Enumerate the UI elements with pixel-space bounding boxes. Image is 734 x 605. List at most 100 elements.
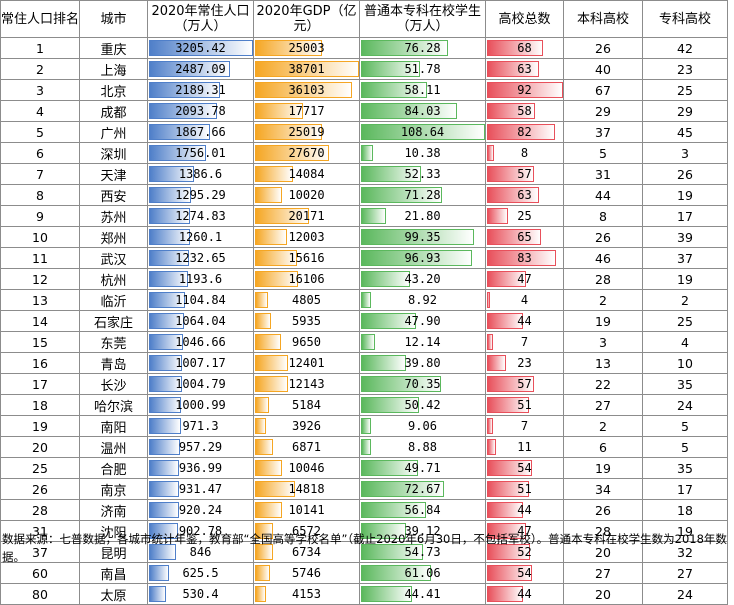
pop-data-bar <box>149 376 182 392</box>
total-value: 92 <box>517 83 532 97</box>
pop-data-bar <box>149 145 206 161</box>
students-value: 56.84 <box>404 503 441 517</box>
population-cell: 1193.6 <box>147 268 254 290</box>
gdp-value: 10020 <box>288 188 325 202</box>
gdp-value: 6572 <box>292 524 321 538</box>
pop-data-bar <box>149 334 183 350</box>
pop-data-bar <box>149 397 181 413</box>
gdp-data-bar <box>255 460 282 476</box>
students-value: 47.90 <box>404 314 441 328</box>
total-value: 63 <box>517 62 532 76</box>
rank-cell: 1 <box>0 37 80 59</box>
total-value: 44 <box>517 314 532 328</box>
gdp-data-bar <box>255 40 322 56</box>
students-value: 96.93 <box>404 251 441 265</box>
pop-data-bar <box>149 250 189 266</box>
pop-data-bar <box>149 586 166 602</box>
pop-data-bar <box>149 166 194 182</box>
city-cell: 郑州 <box>79 226 148 248</box>
rank-cell: 17 <box>0 373 80 395</box>
undergrad-cell: 28 <box>563 268 643 290</box>
gdp-cell: 5935 <box>253 310 360 332</box>
gdp-value: 9650 <box>292 335 321 349</box>
students-value: 8.88 <box>408 440 437 454</box>
population-cell: 3205.42 <box>147 37 254 59</box>
vocational-cell: 17 <box>642 205 728 227</box>
pop-data-bar <box>149 271 188 287</box>
gdp-data-bar <box>255 376 288 392</box>
students-cell: 71.28 <box>359 184 486 206</box>
students-value: 58.11 <box>404 83 441 97</box>
gdp-cell: 12003 <box>253 226 360 248</box>
total-value: 54 <box>517 461 532 475</box>
total-data-bar <box>487 124 555 140</box>
gdp-cell: 9650 <box>253 331 360 353</box>
students-value: 8.92 <box>408 293 437 307</box>
total-value: 65 <box>517 230 532 244</box>
gdp-data-bar <box>255 124 322 140</box>
undergrad-cell: 20 <box>563 541 643 563</box>
total-data-bar <box>487 166 534 182</box>
undergrad-cell: 13 <box>563 352 643 374</box>
gdp-value: 4153 <box>292 587 321 601</box>
total-data-bar <box>487 292 490 308</box>
total-colleges-cell: 25 <box>485 205 564 227</box>
undergrad-cell: 8 <box>563 205 643 227</box>
gdp-cell: 27670 <box>253 142 360 164</box>
students-data-bar <box>361 418 371 434</box>
table-row: 9 苏州 1274.83 20171 21.80 25 8 17 <box>0 205 728 227</box>
students-cell: 52.33 <box>359 163 486 185</box>
city-cell: 南阳 <box>79 415 148 437</box>
total-data-bar <box>487 208 508 224</box>
students-cell: 99.35 <box>359 226 486 248</box>
city-cell: 东莞 <box>79 331 148 353</box>
undergrad-cell: 46 <box>563 247 643 269</box>
pop-data-bar <box>149 313 184 329</box>
gdp-data-bar <box>255 82 352 98</box>
population-cell: 1004.79 <box>147 373 254 395</box>
undergrad-cell: 26 <box>563 499 643 521</box>
pop-data-bar <box>149 292 185 308</box>
table-row: 18 哈尔滨 1000.99 5184 50.42 51 27 24 <box>0 394 728 416</box>
total-data-bar <box>487 145 494 161</box>
pop-value: 2093.78 <box>175 104 226 118</box>
total-colleges-cell: 57 <box>485 373 564 395</box>
vocational-cell: 29 <box>642 100 728 122</box>
students-data-bar <box>361 40 448 56</box>
gdp-data-bar <box>255 271 298 287</box>
table-row: 3 北京 2189.31 36103 58.11 92 67 25 <box>0 79 728 101</box>
gdp-value: 3926 <box>292 419 321 433</box>
city-cell: 天津 <box>79 163 148 185</box>
total-data-bar <box>487 439 496 455</box>
pop-value: 1104.84 <box>175 293 226 307</box>
table-row: 7 天津 1386.6 14084 52.33 57 31 26 <box>0 163 728 185</box>
gdp-cell: 6734 <box>253 541 360 563</box>
gdp-data-bar <box>255 523 273 539</box>
gdp-cell: 6572 <box>253 520 360 542</box>
total-data-bar <box>487 40 543 56</box>
gdp-cell: 25003 <box>253 37 360 59</box>
pop-value: 1007.17 <box>175 356 226 370</box>
students-cell: 51.78 <box>359 58 486 80</box>
gdp-value: 10046 <box>288 461 325 475</box>
population-cell: 920.24 <box>147 499 254 521</box>
table-row: 80 太原 530.4 4153 44.41 44 20 24 <box>0 583 728 605</box>
undergrad-cell: 19 <box>563 457 643 479</box>
students-data-bar <box>361 313 416 329</box>
rank-cell: 15 <box>0 331 80 353</box>
rank-cell: 12 <box>0 268 80 290</box>
pop-value: 2189.31 <box>175 83 226 97</box>
pop-data-bar <box>149 418 181 434</box>
students-data-bar <box>361 292 371 308</box>
total-colleges-cell: 7 <box>485 415 564 437</box>
total-value: 8 <box>520 146 529 160</box>
undergrad-cell: 67 <box>563 79 643 101</box>
undergrad-cell: 44 <box>563 184 643 206</box>
population-cell: 1007.17 <box>147 352 254 374</box>
header-rank: 常住人口排名 <box>0 0 80 38</box>
students-cell: 49.71 <box>359 457 486 479</box>
gdp-value: 20171 <box>288 209 325 223</box>
gdp-data-bar <box>255 145 329 161</box>
city-cell: 武汉 <box>79 247 148 269</box>
total-colleges-cell: 51 <box>485 394 564 416</box>
